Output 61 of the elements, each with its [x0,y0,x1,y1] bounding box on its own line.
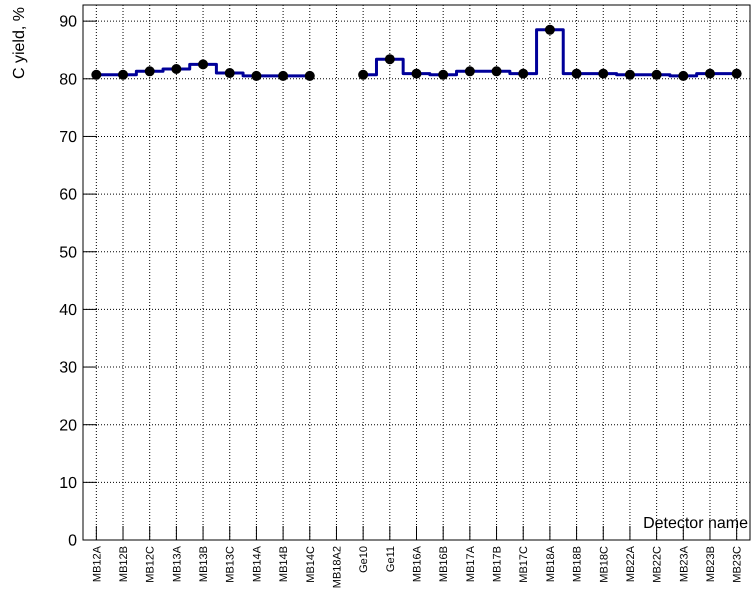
x-tick-label: MB13C [224,546,237,583]
x-axis-title: Detector name [643,515,748,532]
y-tick-label: 0 [68,532,78,550]
y-tick-label: 80 [59,71,78,88]
x-tick-label: MB14A [251,545,264,582]
point [91,70,102,80]
y-tick-label: 10 [59,474,78,492]
point [304,70,315,81]
x-tick-label: MB23C [732,546,744,583]
point [464,66,475,76]
x-tick-label: MB23A [678,545,690,582]
x-tick-label: Ge11 [384,546,397,572]
x-tick-label: MB23B [704,546,717,582]
y-tick-label: 30 [59,360,78,377]
point [572,68,582,79]
point [412,68,422,79]
point [704,68,715,79]
y-tick-label: 70 [59,129,78,146]
point [384,54,395,64]
x-tick-label: MB18A [544,545,557,582]
y-tick-label: 40 [59,302,78,319]
x-tick-label: MB14C [304,546,317,583]
point [198,59,208,70]
y-tick-label: 60 [59,186,78,204]
point [278,70,288,81]
x-tick-label: MB13A [171,545,184,582]
point [438,70,448,80]
x-tick-label: Ge10 [358,546,370,573]
x-tick-label: MB22A [624,545,637,582]
x-tick-label: MB17A [464,545,477,582]
point [118,70,128,80]
point [171,64,182,74]
point [544,24,555,35]
point [518,68,528,79]
x-tick-label: MB18C [598,546,610,583]
x-tick-label: MB16B [438,546,450,582]
x-tick-label: MB22C [652,546,664,583]
y-tick-label: 90 [59,14,78,31]
x-tick-label: MB12B [118,546,130,582]
x-tick-label: MB12C [144,546,157,583]
x-tick-label: MB17B [492,546,504,582]
point [732,68,742,79]
point [678,70,688,81]
x-tick-label: MB14B [278,546,290,582]
point [251,70,262,81]
x-tick-label: MB16A [412,545,424,582]
x-tick-label: MB18A2 [331,546,344,588]
y-tick-label: 20 [59,417,78,434]
point [358,70,368,80]
x-tick-label: MB12A [91,545,104,582]
x-tick-label: MB17C [518,546,530,583]
point [224,68,235,78]
point [598,68,608,79]
y-axis-title: C yield, % [11,7,28,80]
x-tick-label: MB18B [572,546,584,582]
y-tick-label: 50 [59,244,78,262]
point [492,66,502,76]
point [624,70,635,80]
point [144,66,155,76]
x-tick-label: MB13B [198,546,210,582]
point [652,70,662,80]
